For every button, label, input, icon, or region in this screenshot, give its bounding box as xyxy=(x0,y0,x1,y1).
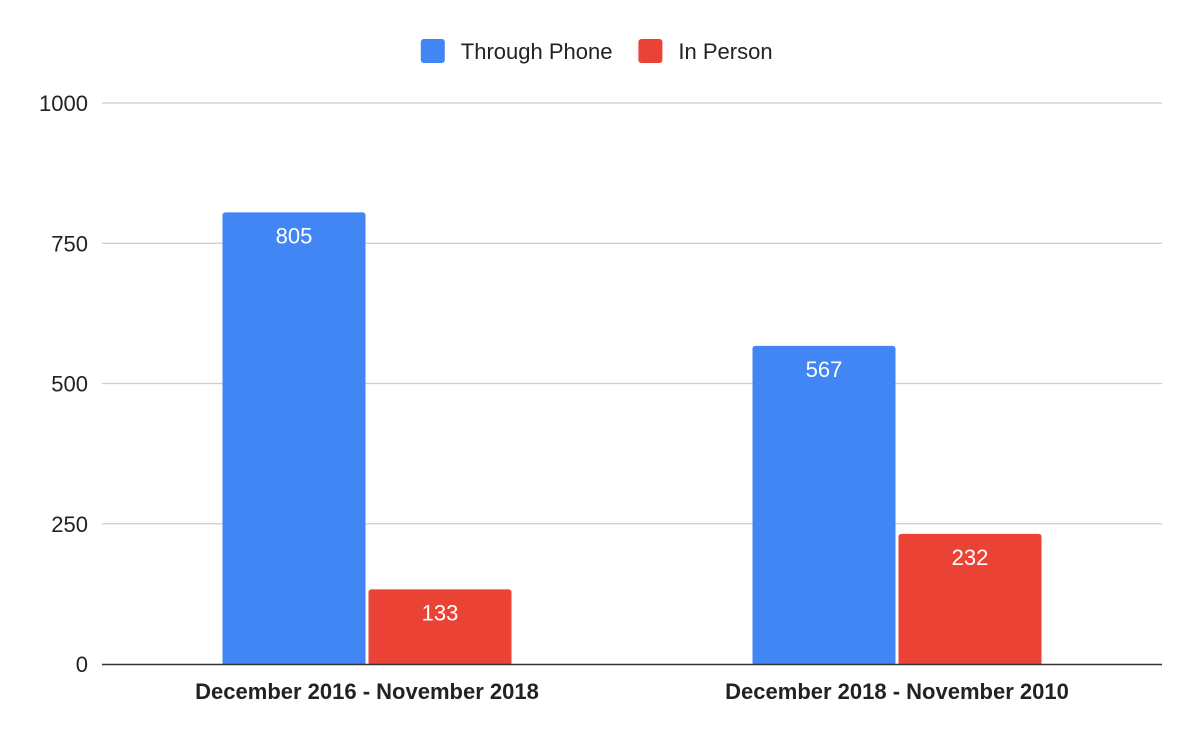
bar-through-phone xyxy=(222,212,366,664)
legend-label: In Person xyxy=(678,39,772,64)
x-category-label: December 2018 - November 2010 xyxy=(725,679,1069,704)
x-axis: December 2016 - November 2018 December 20… xyxy=(195,679,1069,704)
y-tick-label: 1000 xyxy=(39,91,88,116)
y-tick-label: 500 xyxy=(51,372,88,397)
bar-value-label: 133 xyxy=(422,600,459,625)
y-tick-label: 250 xyxy=(51,512,88,537)
legend-item-through-phone: Through Phone xyxy=(420,39,613,64)
bar-value-label: 232 xyxy=(952,545,989,570)
bar-in-person xyxy=(898,533,1042,664)
bar-data-labels: 805 133 567 232 xyxy=(276,223,989,625)
bars xyxy=(222,212,1042,664)
legend-label: Through Phone xyxy=(461,39,613,64)
bar-through-phone xyxy=(752,345,896,664)
bar-in-person xyxy=(368,589,512,664)
x-category-label: December 2016 - November 2018 xyxy=(195,679,539,704)
legend-swatch xyxy=(638,39,663,63)
bar-value-label: 805 xyxy=(276,223,313,248)
legend-swatch xyxy=(420,39,445,63)
y-axis: 0 250 500 750 1000 xyxy=(39,91,88,677)
y-tick-label: 0 xyxy=(76,652,88,677)
legend: Through Phone In Person xyxy=(420,39,773,64)
legend-item-in-person: In Person xyxy=(638,39,773,64)
bar-value-label: 567 xyxy=(806,357,843,382)
y-tick-label: 750 xyxy=(51,231,88,256)
